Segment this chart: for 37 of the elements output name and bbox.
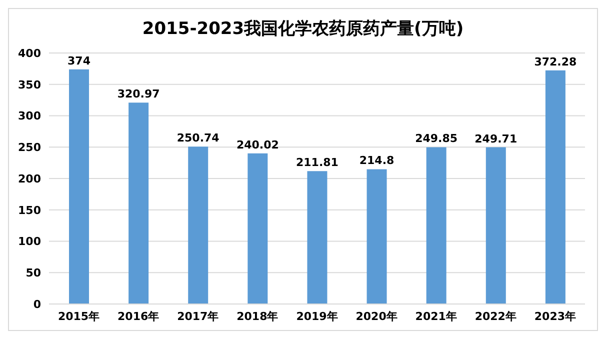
bar xyxy=(486,147,506,304)
bar xyxy=(545,70,566,304)
y-tick-label: 400 xyxy=(18,46,42,60)
x-tick-label: 2019年 xyxy=(296,310,338,323)
bar xyxy=(128,102,149,304)
x-tick-label: 2017年 xyxy=(177,310,219,323)
y-tick-label: 200 xyxy=(18,172,42,186)
y-tick-label: 0 xyxy=(33,298,42,311)
data-label: 211.81 xyxy=(296,156,338,170)
y-tick-label: 100 xyxy=(18,235,42,248)
x-tick-label: 2018年 xyxy=(236,310,278,323)
data-label: 214.8 xyxy=(359,154,394,168)
y-tick-label: 50 xyxy=(26,266,42,280)
x-tick-label: 2023年 xyxy=(534,310,576,323)
bar xyxy=(307,171,328,304)
bar xyxy=(366,169,387,304)
bar xyxy=(248,153,268,304)
bar xyxy=(69,69,89,304)
y-tick-label: 150 xyxy=(18,204,42,217)
data-label: 372.28 xyxy=(534,55,577,68)
chart-title: 2015-2023我国化学农药原药产量(万吨) xyxy=(141,18,465,41)
data-label: 249.71 xyxy=(474,132,518,146)
x-tick-label: 2021年 xyxy=(415,310,457,323)
x-tick-label: 2020年 xyxy=(356,310,398,323)
data-label: 374 xyxy=(68,54,91,68)
x-tick-label: 2015年 xyxy=(58,310,100,323)
data-label: 250.74 xyxy=(176,132,220,145)
data-label: 320.97 xyxy=(117,88,160,101)
x-tick-label: 2022年 xyxy=(474,310,516,323)
y-tick-label: 250 xyxy=(18,141,42,154)
data-label: 249.85 xyxy=(415,132,458,146)
y-tick-label: 350 xyxy=(18,78,42,92)
x-tick-label: 2016年 xyxy=(118,310,160,323)
y-tick-label: 300 xyxy=(18,110,42,123)
data-label: 240.02 xyxy=(236,138,279,152)
bar xyxy=(426,147,446,304)
bar xyxy=(188,146,208,304)
